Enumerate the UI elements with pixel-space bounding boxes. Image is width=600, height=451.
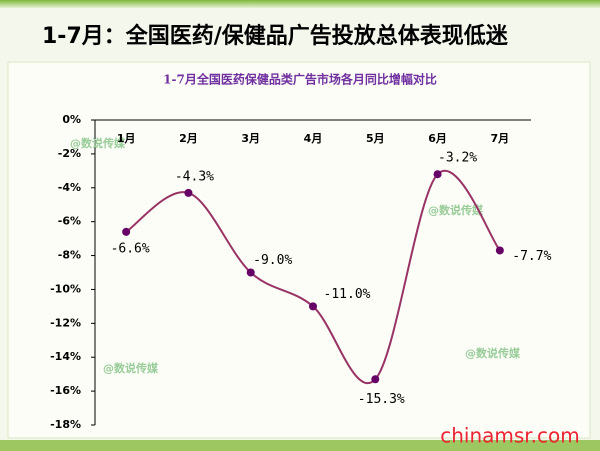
x-tick-label: 6月 xyxy=(428,132,447,145)
value-label: -3.2% xyxy=(438,151,477,166)
marker xyxy=(184,188,193,197)
y-tick-label: -10% xyxy=(50,282,81,295)
y-tick-label: -14% xyxy=(50,350,81,363)
x-tick-label: 2月 xyxy=(179,132,198,145)
marker xyxy=(495,246,504,255)
marker xyxy=(122,227,131,236)
marker xyxy=(433,170,442,179)
chart-title: 1-7月全国医药保健品类广告市场各月同比增幅对比 xyxy=(163,72,437,87)
y-tick-label: -12% xyxy=(50,316,81,329)
watermark: @数说传媒 xyxy=(465,346,521,360)
value-label: -6.6% xyxy=(111,241,150,256)
top-band xyxy=(0,0,600,8)
watermark: @数说传媒 xyxy=(103,361,159,375)
watermark: @数说传媒 xyxy=(70,136,126,150)
y-tick-label: -4% xyxy=(58,181,81,194)
chart-frame xyxy=(7,61,591,439)
y-tick-label: -8% xyxy=(58,249,81,262)
y-tick-label: 0% xyxy=(62,113,81,126)
value-label: -9.0% xyxy=(253,253,292,268)
value-label: -7.7% xyxy=(512,249,551,264)
bottom-band xyxy=(0,440,600,451)
x-tick-label: 3月 xyxy=(241,132,260,145)
marker xyxy=(371,375,380,384)
slide-title: 1-7月：全国医药/保健品广告投放总体表现低迷 xyxy=(42,23,509,49)
marker xyxy=(309,302,317,311)
x-tick-label: 4月 xyxy=(304,132,323,145)
y-tick-label: -2% xyxy=(58,147,81,160)
x-tick-label: 7月 xyxy=(491,132,510,145)
y-tick-label: -6% xyxy=(58,215,81,228)
y-tick-label: -18% xyxy=(50,418,81,431)
value-label: -11.0% xyxy=(324,287,371,302)
watermark: @数说传媒 xyxy=(428,203,484,217)
watermark: chinamsr.com xyxy=(440,424,580,448)
y-tick-label: -16% xyxy=(50,384,81,397)
x-tick-label: 1月 xyxy=(117,132,136,145)
marker xyxy=(246,268,255,277)
value-label: -4.3% xyxy=(175,169,214,184)
value-label: -15.3% xyxy=(358,392,405,407)
x-tick-label: 5月 xyxy=(366,132,385,145)
